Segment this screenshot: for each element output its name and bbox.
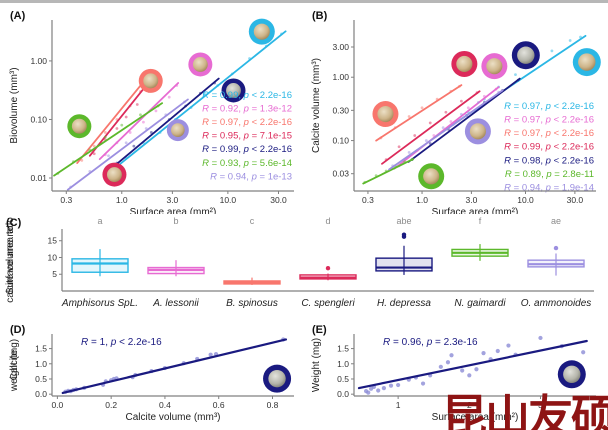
panel-b-calcite-volume-vs-surface-area: R = 0.97, p < 2.2e-16 R = 0.97, p < 2.2e-… <box>310 6 604 218</box>
svg-text:f: f <box>479 216 482 226</box>
svg-text:1.5: 1.5 <box>337 344 349 354</box>
svg-text:0.2: 0.2 <box>105 400 117 410</box>
window-edge-strip <box>0 0 608 3</box>
svg-text:30.0: 30.0 <box>270 195 287 205</box>
svg-text:R = 0.97, p < 2.2e-16: R = 0.97, p < 2.2e-16 <box>202 117 292 128</box>
svg-text:10.0: 10.0 <box>220 195 237 205</box>
svg-text:3.00: 3.00 <box>332 42 349 52</box>
svg-text:R = 0.97, p < 2.2e-16: R = 0.97, p < 2.2e-16 <box>504 115 594 126</box>
svg-text:1.0: 1.0 <box>337 359 349 369</box>
svg-text:B. spinosus: B. spinosus <box>226 298 278 309</box>
panel-e-weight-vs-surface-area: R = 0.96, p = 2.3e-16 1 2 3 0.0 0.5 1.0 1.5 Surf… <box>310 320 604 428</box>
svg-text:R = 0.94, p = 1e-13: R = 0.94, p = 1e-13 <box>210 171 292 182</box>
svg-text:Surface area to: Surface area to <box>5 225 16 294</box>
svg-text:weight (mg): weight (mg) <box>9 339 20 392</box>
svg-text:15: 15 <box>48 236 58 246</box>
svg-text:0.01: 0.01 <box>30 173 47 183</box>
svg-text:d: d <box>325 216 330 226</box>
svg-text:C. spengleri: C. spengleri <box>301 298 355 309</box>
svg-text:R = 0.99, p < 2.2e-16: R = 0.99, p < 2.2e-16 <box>504 142 594 153</box>
svg-text:3: 3 <box>538 400 543 410</box>
svg-text:R = 0.99, p < 2.2e-16: R = 0.99, p < 2.2e-16 <box>202 90 292 101</box>
svg-text:1.5: 1.5 <box>35 344 47 354</box>
chart-C: a Amphisorus SpL. b A. lessonii c B. spinosus… <box>5 216 594 309</box>
svg-text:0.4: 0.4 <box>159 400 171 410</box>
svg-text:0.03: 0.03 <box>332 169 349 179</box>
chart-D: R = 1, p < 2.2e-16 0.0 0.2 0.4 0.6 0.8 0.0 0.5 1… <box>9 324 294 423</box>
panel-letter-E: (E) <box>312 324 327 336</box>
svg-text:a: a <box>97 216 102 226</box>
svg-text:3.0: 3.0 <box>465 195 477 205</box>
svg-text:Amphisorus SpL.: Amphisorus SpL. <box>61 298 138 309</box>
svg-text:2: 2 <box>467 400 472 410</box>
svg-text:1.00: 1.00 <box>332 72 349 82</box>
panel-letter-A: (A) <box>10 10 26 22</box>
svg-text:ae: ae <box>551 216 561 226</box>
svg-text:c: c <box>250 216 255 226</box>
svg-text:R = 0.95, p = 7.1e-15: R = 0.95, p = 7.1e-15 <box>202 131 292 142</box>
svg-text:3.0: 3.0 <box>166 195 178 205</box>
svg-text:5: 5 <box>52 269 57 279</box>
svg-text:R = 0.98, p < 2.2e-16: R = 0.98, p < 2.2e-16 <box>504 155 594 166</box>
panel-letter-C: (C) <box>6 217 22 229</box>
svg-text:0.0: 0.0 <box>35 389 47 399</box>
svg-text:Surface area (mm²): Surface area (mm²) <box>130 207 217 214</box>
svg-text:O. ammonoides: O. ammonoides <box>521 298 592 309</box>
chart-B: R = 0.97, p < 2.2e-16 R = 0.97, p < 2.2e-… <box>311 10 601 218</box>
svg-text:1.0: 1.0 <box>116 195 128 205</box>
svg-text:A. lessonii: A. lessonii <box>152 298 199 309</box>
svg-text:calcite volume ratio: calcite volume ratio <box>5 217 16 303</box>
svg-text:1: 1 <box>396 400 401 410</box>
svg-text:R = 0.94, p = 1.9e-14: R = 0.94, p = 1.9e-14 <box>504 183 594 194</box>
chart-E: R = 0.96, p = 2.3e-16 1 2 3 0.0 0.5 1.0 1.5 Surf… <box>311 324 596 423</box>
panel-a-biovolume-vs-surface-area: R = 0.99, p < 2.2e-16 R = 0.92, p = 1.3e-… <box>8 6 302 218</box>
svg-text:0.6: 0.6 <box>213 400 225 410</box>
svg-text:1.0: 1.0 <box>35 359 47 369</box>
svg-text:0.3: 0.3 <box>60 195 72 205</box>
svg-text:R = 0.99, p < 2.2e-16: R = 0.99, p < 2.2e-16 <box>202 144 292 155</box>
svg-text:R = 1, p < 2.2e-16: R = 1, p < 2.2e-16 <box>81 337 162 348</box>
svg-text:N. gaimardi: N. gaimardi <box>454 298 506 309</box>
svg-text:H. depressa: H. depressa <box>377 298 431 309</box>
watermark-text: 昆山友硕 <box>441 391 608 430</box>
svg-text:R = 0.89, p = 2.8e-11: R = 0.89, p = 2.8e-11 <box>505 169 594 180</box>
svg-text:30.0: 30.0 <box>567 195 584 205</box>
svg-text:Weight (mg): Weight (mg) <box>311 338 322 392</box>
svg-text:Calcite volume (mm³): Calcite volume (mm³) <box>125 412 220 423</box>
svg-text:10: 10 <box>48 252 58 262</box>
svg-text:R = 0.93, p = 5.6e-14: R = 0.93, p = 5.6e-14 <box>202 158 292 169</box>
panel-letter-D: (D) <box>10 324 26 336</box>
svg-text:Surface area (mm²): Surface area (mm²) <box>432 412 519 423</box>
svg-text:0.10: 0.10 <box>332 136 349 146</box>
svg-text:0.5: 0.5 <box>337 374 349 384</box>
svg-text:Calcite: Calcite <box>9 349 20 380</box>
svg-text:0.10: 0.10 <box>30 114 47 124</box>
svg-text:R = 0.92, p = 1.3e-12: R = 0.92, p = 1.3e-12 <box>202 103 292 114</box>
svg-text:1.00: 1.00 <box>30 56 47 66</box>
svg-text:b: b <box>173 216 178 226</box>
panel-letter-B: (B) <box>312 10 328 22</box>
svg-text:1.0: 1.0 <box>416 195 428 205</box>
svg-text:0.0: 0.0 <box>51 400 63 410</box>
chart-A: R = 0.99, p < 2.2e-16 R = 0.92, p = 1.3e-… <box>9 10 294 218</box>
svg-text:R = 0.97, p < 2.2e-16: R = 0.97, p < 2.2e-16 <box>504 128 594 139</box>
svg-text:Calcite volume (mm³): Calcite volume (mm³) <box>311 58 322 153</box>
svg-text:R = 0.96, p = 2.3e-16: R = 0.96, p = 2.3e-16 <box>383 337 478 348</box>
panel-d-calcite-weight-vs-volume: R = 1, p < 2.2e-16 0.0 0.2 0.4 0.6 0.8 0.0 0.5 1… <box>8 320 302 428</box>
svg-text:Surface area (mm²): Surface area (mm²) <box>432 207 519 214</box>
panel-c-sa-to-calcite-ratio-boxplots: a Amphisorus SpL. b A. lessonii c B. spinosus… <box>4 213 604 315</box>
boxplot-abe <box>375 257 433 272</box>
svg-text:Biovolume (mm³): Biovolume (mm³) <box>9 67 20 143</box>
svg-text:0.5: 0.5 <box>35 374 47 384</box>
boxplot-a <box>71 258 129 273</box>
svg-text:0.30: 0.30 <box>332 105 349 115</box>
svg-text:0.8: 0.8 <box>267 400 279 410</box>
svg-text:0.3: 0.3 <box>362 195 374 205</box>
svg-text:10.0: 10.0 <box>517 195 534 205</box>
svg-text:abe: abe <box>396 216 411 226</box>
svg-text:0.0: 0.0 <box>337 389 349 399</box>
svg-text:R = 0.97, p < 2.2e-16: R = 0.97, p < 2.2e-16 <box>504 101 594 112</box>
